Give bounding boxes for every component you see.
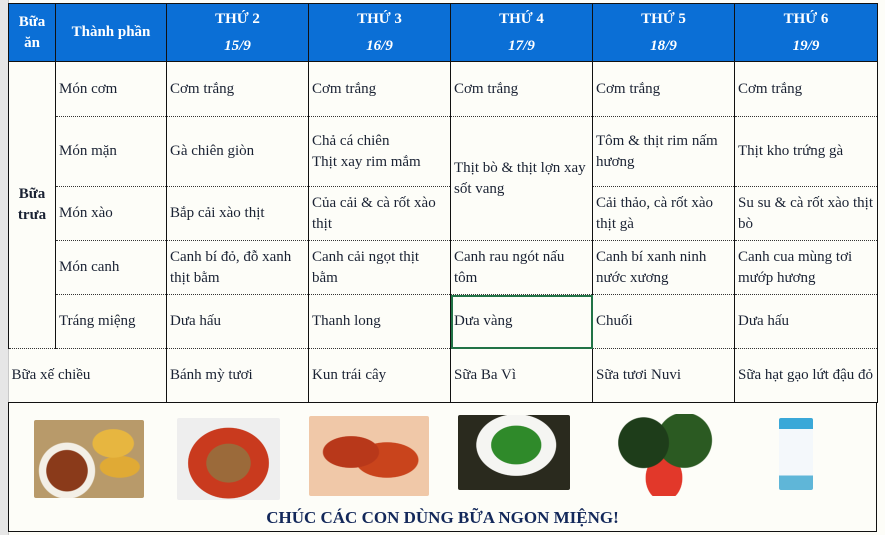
menu-cell[interactable]: Sữa tươi Nuvi xyxy=(592,348,735,403)
table-row: Tráng miệng Dưa hấu Thanh long Dưa vàng … xyxy=(9,294,878,349)
menu-cell[interactable]: Tôm & thịt rim nấm hương xyxy=(592,116,735,187)
menu-cell[interactable]: Cơm trắng xyxy=(308,61,451,117)
table-row: Món xào Bắp cải xào thịt Của cải & cà rố… xyxy=(9,186,878,241)
menu-cell[interactable]: Bánh mỳ tươi xyxy=(166,348,309,403)
header-row: Bữa ăn Thành phần THỨ 2 15/9 THỨ 3 16/9 TH… xyxy=(8,3,878,62)
component-cell[interactable]: Món canh xyxy=(55,240,167,295)
meal-lunch[interactable]: Bữa trưa xyxy=(8,61,56,349)
meal-snack[interactable]: Bữa xế chiều xyxy=(8,348,167,403)
date-label: 16/9 xyxy=(366,37,393,54)
footer-message: CHÚC CÁC CON DÙNG BỮA NGON MIỆNG! xyxy=(266,508,619,527)
menu-cell[interactable]: Của cải & cà rốt xào thịt xyxy=(308,186,451,241)
menu-cell[interactable]: Dưa hấu xyxy=(166,294,309,349)
milk-carton-photo[interactable] xyxy=(779,418,813,490)
table-row: Bữa trưa Món cơm Cơm trắng Cơm trắng Cơm… xyxy=(8,61,878,349)
date-label: 18/9 xyxy=(650,37,677,54)
menu-cell[interactable]: Canh bí xanh ninh nước xương xyxy=(592,240,735,295)
food-photo-soup[interactable] xyxy=(458,415,570,490)
header-day[interactable]: THỨ 2 15/9 xyxy=(166,3,309,62)
component-cell[interactable]: Món xào xyxy=(55,186,167,241)
food-photo-chicken-wings[interactable] xyxy=(309,416,429,496)
menu-cell[interactable]: Thịt bò & thịt lợn xay sốt vang xyxy=(450,116,593,241)
menu-cell[interactable]: Canh cải ngọt thịt bằm xyxy=(308,240,451,295)
menu-cell[interactable]: Cơm trắng xyxy=(592,61,735,117)
day-label: THỨ 5 xyxy=(641,10,686,27)
menu-cell[interactable]: Gà chiên giòn xyxy=(166,116,309,187)
menu-cell[interactable]: Dưa hấu xyxy=(734,294,878,349)
menu-cell[interactable]: Canh bí đỏ, đỗ xanh thịt bằm xyxy=(166,240,309,295)
food-photo-fish[interactable] xyxy=(177,418,280,500)
header-meal[interactable]: Bữa ăn xyxy=(8,3,56,62)
menu-cell[interactable]: Chuối xyxy=(592,294,735,349)
header-day[interactable]: THỨ 6 19/9 xyxy=(734,3,878,62)
menu-cell[interactable]: Thanh long xyxy=(308,294,451,349)
day-label: THỨ 3 xyxy=(357,10,402,27)
day-label: THỨ 4 xyxy=(499,10,544,27)
menu-cell[interactable]: Canh cua mùng tơi mướp hương xyxy=(734,240,878,295)
date-label: 15/9 xyxy=(224,37,251,54)
footer-area: CHÚC CÁC CON DÙNG BỮA NGON MIỆNG! xyxy=(8,402,877,532)
menu-cell[interactable]: Canh rau ngót nấu tôm xyxy=(450,240,593,295)
menu-cell[interactable]: Chả cá chiên Thịt xay rim mắm xyxy=(308,116,451,187)
menu-cell[interactable]: Cải thảo, cà rốt xào thịt gà xyxy=(592,186,735,241)
menu-cell[interactable]: Cơm trắng xyxy=(450,61,593,117)
menu-cell[interactable]: Sữa Ba Vì xyxy=(450,348,593,403)
table-row: Bữa xế chiều Bánh mỳ tươi Kun trái cây S… xyxy=(8,348,878,403)
date-label: 19/9 xyxy=(792,37,820,54)
menu-cell[interactable]: Cơm trắng xyxy=(166,61,309,117)
menu-cell[interactable]: Cơm trắng xyxy=(734,61,878,117)
menu-cell[interactable]: Bắp cải xào thịt xyxy=(166,186,309,241)
component-cell[interactable]: Tráng miệng xyxy=(55,294,167,349)
table-row: Món mặn Gà chiên giòn Chả cá chiên Thịt … xyxy=(9,116,878,241)
component-cell[interactable]: Món mặn xyxy=(55,116,167,187)
day-label: THỨ 6 xyxy=(783,10,829,27)
component-cell[interactable]: Món cơm xyxy=(55,61,167,117)
menu-cell[interactable]: Thịt kho trứng gà xyxy=(734,116,878,187)
menu-cell[interactable]: Su su & cà rốt xào thịt bò xyxy=(734,186,878,241)
food-photo-watermelon[interactable] xyxy=(613,414,715,496)
menu-cell-selected[interactable]: Dưa vàng xyxy=(450,294,593,349)
menu-cell[interactable]: Kun trái cây xyxy=(308,348,451,403)
header-component[interactable]: Thành phần xyxy=(55,3,167,62)
header-day[interactable]: THỨ 5 18/9 xyxy=(592,3,735,62)
header-day[interactable]: THỨ 3 16/9 xyxy=(308,3,451,62)
menu-cell[interactable]: Sữa hạt gạo lứt đậu đỏ xyxy=(734,348,878,403)
header-day[interactable]: THỨ 4 17/9 xyxy=(450,3,593,62)
food-photo-bread-stew[interactable] xyxy=(34,420,144,498)
table-row: Món canh Canh bí đỏ, đỗ xanh thịt bằm Ca… xyxy=(9,240,878,295)
date-label: 17/9 xyxy=(508,37,535,54)
menu-table: Bữa ăn Thành phần THỨ 2 15/9 THỨ 3 16/9 TH… xyxy=(8,3,878,403)
day-label: THỨ 2 xyxy=(215,10,260,27)
